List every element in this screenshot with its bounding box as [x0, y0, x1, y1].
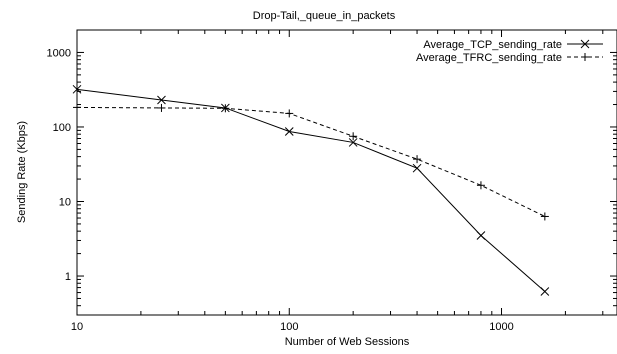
data-point-plus-marker	[581, 53, 589, 61]
data-point-plus-marker	[349, 132, 358, 141]
y-tick-label: 10	[59, 196, 71, 208]
data-point-plus-marker	[413, 155, 422, 164]
y-axis-label: Sending Rate (Kbps)	[16, 121, 28, 223]
x-tick-label: 1000	[489, 321, 513, 333]
x-axis-label: Number of Web Sessions	[285, 336, 410, 348]
data-point-x-marker	[412, 163, 422, 173]
series-layer	[72, 84, 550, 296]
data-point-plus-marker	[221, 104, 230, 113]
legend-label: Average_TFRC_sending_rate	[416, 52, 562, 64]
plot-frame	[76, 29, 617, 316]
series-line	[76, 106, 546, 217]
axes-layer: 10 100 1000 1 10 100 1000	[47, 29, 617, 333]
data-point-plus-marker	[476, 181, 485, 190]
data-point-x-marker	[580, 39, 590, 49]
data-point-x-marker	[540, 287, 550, 296]
x-tick-label: 100	[280, 321, 298, 333]
data-point-x-marker	[476, 231, 486, 240]
series-tcp	[72, 84, 550, 296]
data-point-x-marker	[157, 95, 166, 105]
y-tick-label: 1000	[47, 47, 71, 59]
x-tick-label: 10	[71, 321, 83, 333]
chart-title: Drop-Tail,_queue_in_packets	[253, 10, 396, 22]
data-point-plus-marker	[73, 103, 81, 112]
y-tick-label: 100	[53, 122, 71, 134]
legend: Average_TCP_sending_rateAverage_TFRC_sen…	[416, 39, 603, 64]
series-line	[76, 88, 546, 292]
data-point-plus-marker	[157, 103, 166, 112]
data-point-plus-marker	[285, 109, 294, 118]
data-point-x-marker	[348, 138, 358, 147]
legend-label: Average_TCP_sending_rate	[423, 39, 562, 51]
y-tick-label: 1	[65, 271, 71, 283]
data-point-x-marker	[284, 127, 294, 136]
data-point-x-marker	[72, 84, 82, 94]
data-point-plus-marker	[540, 212, 549, 221]
series-tfrc	[73, 103, 549, 221]
